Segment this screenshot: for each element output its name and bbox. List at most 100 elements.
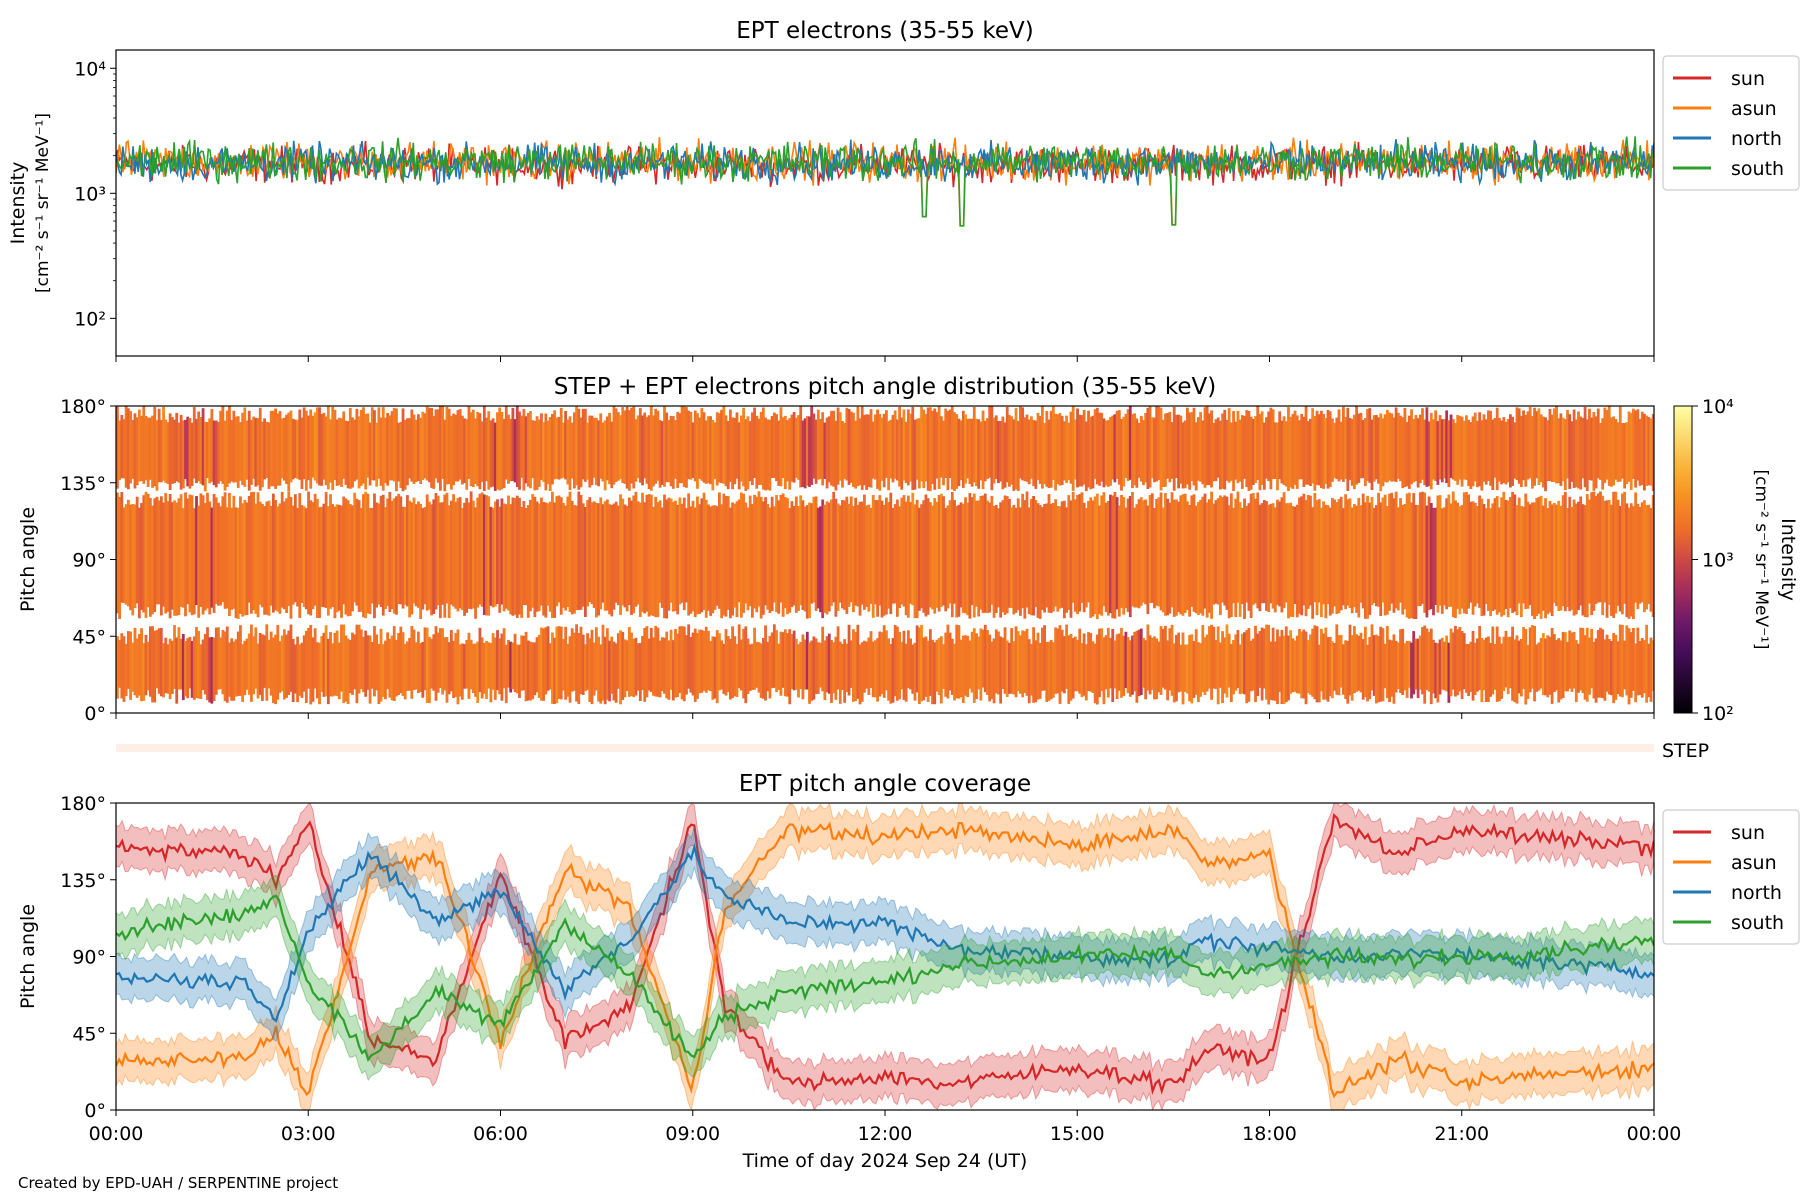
heatmap-cell <box>1390 492 1394 604</box>
heatmap-cell <box>1346 640 1350 704</box>
heatmap-cell <box>1388 493 1391 611</box>
heatmap-cell <box>265 501 269 615</box>
heatmap-cell <box>1229 644 1233 702</box>
heatmap-cell <box>1337 499 1341 614</box>
heatmap-cell <box>781 632 785 688</box>
heatmap-cell <box>1563 491 1567 612</box>
heatmap-cell <box>1106 501 1110 616</box>
heatmap-cell <box>1623 423 1627 489</box>
heatmap-cell <box>924 414 928 482</box>
heatmap-cell <box>432 499 436 614</box>
heatmap-cell <box>867 504 871 612</box>
heatmap-cell <box>250 419 253 485</box>
heatmap-cell <box>1124 413 1128 478</box>
heatmap-cell <box>731 417 734 490</box>
heatmap-cell <box>250 624 253 702</box>
heatmap-cell <box>1634 492 1638 603</box>
heatmap-cell <box>151 626 154 703</box>
heatmap-cell <box>1489 508 1493 617</box>
heatmap-cell <box>1469 501 1473 603</box>
heatmap-cell <box>812 413 816 479</box>
heatmap-cell <box>225 410 229 487</box>
heatmap-cell <box>1599 423 1602 480</box>
heatmap-cell <box>531 420 535 479</box>
heatmap-cell <box>164 493 168 614</box>
heatmap-cell <box>1071 638 1075 699</box>
heatmap-cell <box>234 639 238 697</box>
heatmap-cell <box>1058 413 1062 486</box>
heatmap-cell <box>124 643 128 696</box>
heatmap-cell <box>1498 636 1501 702</box>
heatmap-cell <box>1214 500 1218 604</box>
heatmap-cell <box>1504 499 1508 609</box>
heatmap-cell <box>1548 636 1552 695</box>
heatmap-cell <box>1324 627 1328 700</box>
heatmap-cell <box>715 630 719 704</box>
heatmap-cell <box>1612 491 1616 618</box>
x-tick-label: 00:00 <box>1627 1123 1682 1145</box>
heatmap-cell <box>476 497 480 608</box>
heatmap-cell <box>1572 409 1576 488</box>
heatmap-cell <box>502 503 506 612</box>
heatmap-cell <box>1091 641 1095 693</box>
heatmap-cell <box>1306 495 1310 609</box>
heatmap-cell <box>502 628 506 689</box>
heatmap-cell <box>1647 643 1651 698</box>
heatmap-cell <box>1601 629 1605 699</box>
heatmap-cell <box>1599 491 1602 603</box>
heatmap-cell <box>1003 495 1007 615</box>
heatmap-cell <box>592 417 596 478</box>
heatmap-cell <box>1016 420 1020 491</box>
heatmap-cell <box>137 633 141 696</box>
heatmap-cell <box>335 419 339 486</box>
heatmap-cell <box>298 644 302 696</box>
heatmap-cell <box>570 628 574 692</box>
heatmap-cell <box>1320 410 1323 488</box>
heatmap-cell <box>715 412 719 486</box>
heatmap-cell <box>753 627 756 690</box>
heatmap-cell <box>726 636 730 693</box>
heatmap-cell <box>1256 633 1260 696</box>
heatmap-cell <box>878 414 882 491</box>
heatmap-cell <box>155 420 159 491</box>
heatmap-cell <box>340 418 343 487</box>
heatmap-cell <box>1418 635 1422 690</box>
heatmap-cell <box>278 503 282 614</box>
heatmap-cell <box>654 496 658 618</box>
heatmap-cell <box>665 499 669 619</box>
heatmap-cell <box>1574 640 1578 703</box>
heatmap-cell <box>900 417 904 490</box>
heatmap-cell <box>1249 493 1253 618</box>
heatmap-cell <box>406 641 409 691</box>
heatmap-cell <box>1225 624 1229 698</box>
heatmap-cell <box>922 409 926 489</box>
heatmap-cell <box>1425 628 1429 690</box>
heatmap-cell <box>834 498 838 617</box>
heatmap-cell <box>1559 640 1563 700</box>
legend-panel1-box <box>1662 55 1800 191</box>
heatmap-cell <box>599 497 603 610</box>
heatmap-cell <box>1566 508 1569 608</box>
heatmap-cell <box>1372 508 1376 604</box>
heatmap-cell <box>342 496 346 605</box>
heatmap-cell <box>1030 498 1033 616</box>
heatmap-cell <box>1115 497 1119 610</box>
heatmap-cell <box>625 640 629 691</box>
heatmap-cell <box>1218 420 1222 490</box>
heatmap-cell <box>1454 625 1457 697</box>
heatmap-cell <box>1522 410 1525 481</box>
heatmap-cell <box>1381 497 1385 603</box>
heatmap-cell <box>421 411 425 481</box>
heatmap-cell <box>1436 643 1440 703</box>
heatmap-cell <box>1236 410 1240 484</box>
heatmap-cell <box>1601 418 1605 490</box>
heatmap-cell <box>768 507 772 613</box>
heatmap-cell <box>1207 626 1211 689</box>
heatmap-cell <box>904 421 908 484</box>
heatmap-cell <box>847 409 851 485</box>
heatmap-cell <box>419 417 423 484</box>
heatmap-cell <box>1196 417 1200 481</box>
heatmap-cell <box>399 626 403 694</box>
heatmap-cell <box>438 502 442 619</box>
heatmap-cell <box>197 630 201 699</box>
